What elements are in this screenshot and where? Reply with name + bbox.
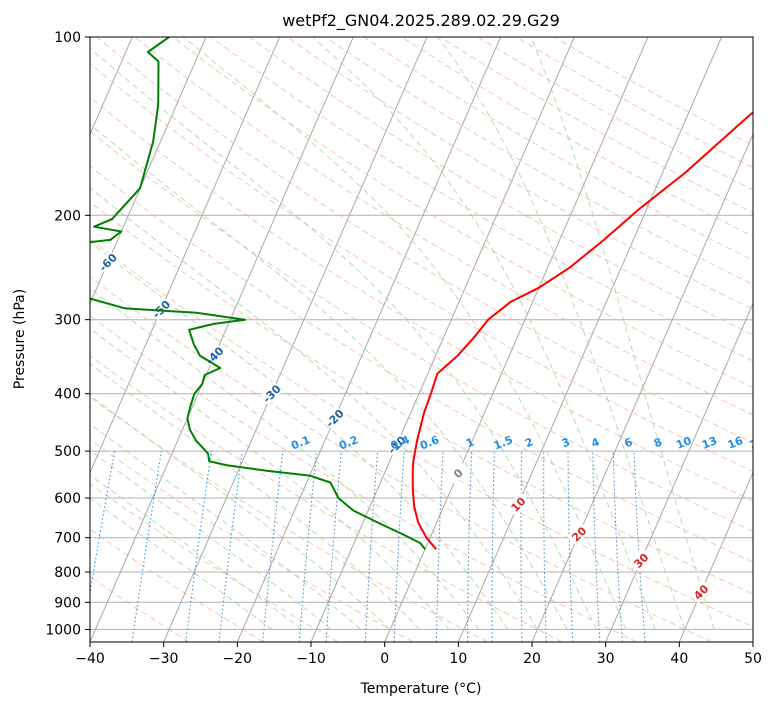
- x-tick-label: 10: [449, 651, 467, 667]
- dry-adiabat-line: [90, 483, 339, 642]
- isotherm-label-bg: [506, 492, 530, 516]
- moist-adiabat-line: [312, 37, 656, 630]
- mixing-ratio-label: 8: [652, 435, 664, 450]
- moist-adiabat-line: [90, 423, 362, 630]
- mixing-ratio-line: [131, 451, 162, 642]
- moist-adiabat-line: [90, 327, 450, 630]
- x-tick-label: 50: [744, 651, 762, 667]
- mixing-ratio-label: 16: [726, 434, 745, 452]
- isotherm-line: [163, 37, 428, 642]
- moist-adiabat-line: [90, 241, 509, 630]
- mixing-ratio-label: 2: [523, 435, 535, 450]
- dry-adiabat-line: [325, 37, 753, 286]
- isotherm-label-bg: [259, 381, 284, 406]
- isotherm-label-bg: [629, 548, 653, 572]
- moist-adiabat-line: [90, 47, 597, 630]
- y-tick-label: 200: [54, 208, 81, 224]
- dry-adiabat-line: [90, 130, 753, 532]
- x-tick-label: −40: [75, 651, 105, 667]
- x-tick-label: −30: [149, 651, 179, 667]
- dry-adiabat-line: [90, 238, 753, 628]
- y-tick-label: 300: [54, 313, 81, 329]
- isotherm-label-bg: [95, 250, 120, 274]
- isotherm-label-bg: [149, 297, 173, 321]
- dewpoint-profile-line: [90, 37, 426, 550]
- dry-adiabat-line: [90, 439, 414, 642]
- x-tick-label: −20: [223, 651, 253, 667]
- mixing-ratio-line: [185, 451, 212, 642]
- dry-adiabat-line: [90, 355, 563, 642]
- isotherm-line: [678, 471, 753, 642]
- isotherm-label-bg: [688, 580, 713, 604]
- moist-adiabat-line: [90, 287, 479, 630]
- isotherm-line: [90, 37, 354, 642]
- y-tick-label: 900: [54, 595, 81, 611]
- y-axis-ticks: 100 200 300 400 500 600 700 800 900 1000: [45, 30, 90, 638]
- isotherm-label-bg: [446, 461, 470, 485]
- temperature-profile-line: [411, 111, 753, 550]
- x-tick-label: −10: [296, 651, 326, 667]
- dry-adiabat-line: [90, 96, 753, 502]
- mixing-ratio-line: [262, 451, 284, 642]
- y-tick-label: 400: [54, 387, 81, 403]
- y-tick-label: 500: [54, 444, 81, 460]
- isotherm-label-bg: [322, 406, 347, 430]
- dry-adiabat-line: [134, 37, 753, 416]
- isotherm-label-bg: [566, 521, 591, 546]
- chart-title: wetPf2_GN04.2025.289.02.29.G29: [282, 11, 560, 31]
- dry-adiabat-line: [172, 37, 753, 389]
- dry-adiabat-line: [90, 275, 712, 642]
- y-tick-label: 700: [54, 531, 81, 547]
- isotherm-line: [90, 37, 281, 474]
- profile-lines: [90, 37, 753, 550]
- y-tick-label: 800: [54, 565, 81, 581]
- mixing-ratio-label: 3: [560, 435, 572, 450]
- y-axis-label: Pressure (hPa): [12, 289, 28, 389]
- x-axis-ticks: −40 −30 −20 −10 0 10 20 30 40 50: [75, 642, 762, 667]
- plot-frame: [89, 36, 754, 643]
- y-tick-label: 1000: [45, 622, 81, 638]
- mixing-ratio-label: 13: [700, 434, 719, 452]
- mixing-ratio-line: [218, 451, 243, 642]
- x-tick-label: 40: [670, 651, 688, 667]
- isotherm-line: [605, 302, 753, 642]
- dry-adiabat-line: [287, 37, 753, 310]
- x-axis-label: Temperature (°C): [360, 681, 482, 697]
- isotherm-line: [457, 37, 723, 642]
- moist-adiabat-line: [183, 37, 627, 630]
- mixing-ratio-label: 20: [748, 434, 767, 452]
- moist-adiabat-line: [90, 449, 332, 630]
- mixing-ratio-label: 10: [674, 434, 693, 452]
- x-tick-label: 0: [380, 651, 389, 667]
- mixing-ratio-label: 1: [464, 435, 476, 450]
- x-tick-label: 30: [597, 651, 615, 667]
- background-lines: [90, 37, 753, 642]
- moist-adiabat-line: [437, 37, 686, 630]
- dry-adiabat-line: [90, 165, 753, 563]
- moist-adiabat-line: [90, 123, 568, 630]
- isotherm-line: [90, 37, 207, 305]
- dry-adiabat-line: [90, 314, 638, 642]
- x-tick-label: 20: [523, 651, 541, 667]
- dry-adiabat-line: [90, 201, 753, 595]
- y-tick-label: 100: [54, 30, 81, 46]
- isotherm-label-bg: [384, 432, 409, 457]
- moist-adiabat-line: [90, 394, 391, 630]
- y-tick-label: 600: [54, 491, 81, 507]
- mixing-ratio-line: [298, 451, 318, 642]
- isotherm-line: [236, 37, 502, 642]
